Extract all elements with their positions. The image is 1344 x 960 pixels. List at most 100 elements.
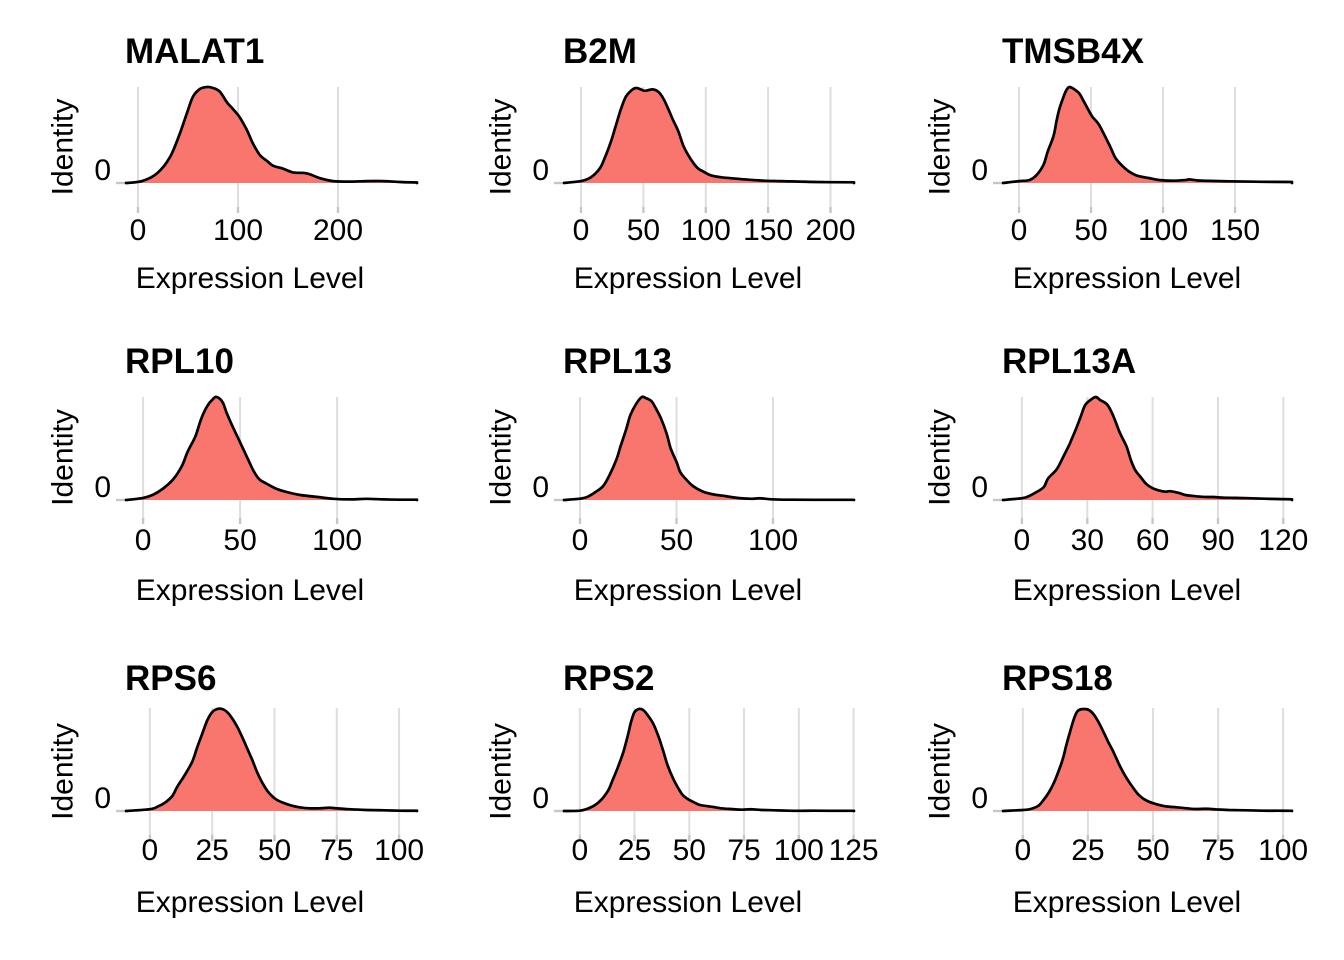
panel-B2M: B2M 0 50 100 150 200 0 Expression Level Identity — [485, 32, 856, 295]
density-area — [564, 87, 854, 183]
x-tick-label: 150 — [1210, 214, 1260, 247]
y-axis-label: Identity — [47, 99, 80, 196]
x-tick-label: 120 — [1258, 524, 1308, 557]
density-outline — [1001, 707, 1294, 813]
x-tick-label: 0 — [1014, 524, 1031, 557]
x-tick-label: 50 — [223, 524, 256, 557]
y-axis-label: Identity — [924, 409, 957, 506]
x-tick-label: 200 — [805, 214, 855, 247]
x-axis-label: Expression Level — [1013, 262, 1241, 295]
x-axis-label: Expression Level — [574, 262, 802, 295]
x-tick-label: 150 — [743, 214, 793, 247]
density-outline — [562, 86, 856, 185]
density-outline — [1001, 85, 1294, 185]
y-tick-label: 0 — [971, 782, 988, 815]
panel-RPS18: RPS18 0 25 50 75 100 0 Expression Level Identity — [924, 659, 1309, 919]
density-area — [126, 708, 417, 811]
x-tick-label: 0 — [572, 524, 589, 557]
x-tick-label: 60 — [1136, 524, 1169, 557]
x-tick-label: 50 — [660, 524, 693, 557]
x-tick-label: 75 — [320, 834, 353, 867]
x-tick-label: 100 — [374, 834, 424, 867]
y-tick-label: 0 — [94, 154, 111, 187]
y-axis-label: Identity — [485, 99, 518, 196]
x-tick-label: 100 — [774, 834, 824, 867]
x-axis-label: Expression Level — [1013, 886, 1241, 919]
x-axis-label: Expression Level — [574, 574, 802, 607]
panel-RPL10: RPL10 0 50 100 0 Expression Level Identity — [47, 342, 419, 607]
x-axis-label: Expression Level — [136, 886, 364, 919]
x-tick-label: 0 — [135, 524, 152, 557]
density-area — [1003, 396, 1292, 500]
density-area — [564, 396, 854, 500]
x-tick-label: 0 — [142, 834, 159, 867]
y-tick-label: 0 — [971, 154, 988, 187]
panel-TMSB4X: TMSB4X 0 50 100 150 0 Expression Level Identity — [924, 32, 1294, 295]
panel-title: RPS2 — [563, 659, 654, 698]
x-tick-label: 25 — [618, 834, 651, 867]
panel-title: MALAT1 — [125, 32, 264, 71]
x-axis-label: Expression Level — [136, 574, 364, 607]
panel-RPS2: RPS2 0 25 50 75 100 125 0 Expression Level Identi… — [485, 659, 879, 919]
x-tick-label: 90 — [1201, 524, 1234, 557]
panel-MALAT1: MALAT1 0 100 200 0 Expression Level Identity — [47, 32, 419, 295]
x-tick-label: 100 — [312, 524, 362, 557]
density-outline — [124, 707, 419, 813]
density-area — [1003, 86, 1292, 183]
x-tick-label: 25 — [196, 834, 229, 867]
x-tick-label: 100 — [1258, 834, 1308, 867]
x-tick-label: 75 — [1201, 834, 1234, 867]
x-tick-label: 50 — [1074, 214, 1107, 247]
panel-title: RPL13 — [563, 342, 672, 381]
x-tick-label: 0 — [1014, 834, 1031, 867]
density-outline — [124, 85, 419, 185]
x-tick-label: 50 — [627, 214, 660, 247]
x-axis-label: Expression Level — [136, 262, 364, 295]
y-tick-label: 0 — [532, 154, 549, 187]
density-outline — [1001, 395, 1294, 502]
panel-title: B2M — [563, 32, 637, 71]
y-axis-label: Identity — [485, 723, 518, 820]
panel-RPL13A: RPL13A 0 30 60 90 120 0 Expression Level Identit… — [924, 342, 1309, 607]
panel-RPS6: RPS6 0 25 50 75 100 0 Expression Level Identity — [47, 659, 425, 919]
y-tick-label: 0 — [94, 471, 111, 504]
density-outline — [562, 707, 856, 813]
y-axis-label: Identity — [924, 99, 957, 196]
x-tick-label: 25 — [1071, 834, 1104, 867]
x-axis-label: Expression Level — [574, 886, 802, 919]
y-axis-label: Identity — [47, 723, 80, 820]
x-axis-label: Expression Level — [1013, 574, 1241, 607]
panel-title: RPS6 — [125, 659, 216, 698]
x-tick-label: 125 — [829, 834, 879, 867]
x-tick-label: 0 — [573, 214, 590, 247]
density-area — [126, 396, 417, 500]
x-tick-label: 50 — [673, 834, 706, 867]
panel-title: RPL13A — [1002, 342, 1136, 381]
x-tick-label: 200 — [313, 214, 363, 247]
density-area — [564, 708, 854, 811]
y-tick-label: 0 — [532, 782, 549, 815]
x-tick-label: 100 — [681, 214, 731, 247]
panel-title: TMSB4X — [1002, 32, 1145, 71]
density-area — [126, 86, 417, 183]
panel-title: RPL10 — [125, 342, 234, 381]
y-axis-label: Identity — [924, 723, 957, 820]
density-outline — [124, 395, 419, 502]
y-axis-label: Identity — [47, 409, 80, 506]
y-tick-label: 0 — [971, 471, 988, 504]
x-tick-label: 100 — [1138, 214, 1188, 247]
x-tick-label: 75 — [727, 834, 760, 867]
x-tick-label: 50 — [258, 834, 291, 867]
y-tick-label: 0 — [94, 782, 111, 815]
y-tick-label: 0 — [532, 471, 549, 504]
density-outline — [562, 395, 856, 502]
panel-title: RPS18 — [1002, 659, 1113, 698]
y-axis-label: Identity — [485, 409, 518, 506]
x-tick-label: 30 — [1071, 524, 1104, 557]
x-tick-label: 0 — [1011, 214, 1028, 247]
x-tick-label: 100 — [213, 214, 263, 247]
x-tick-label: 0 — [571, 834, 588, 867]
x-tick-label: 100 — [748, 524, 798, 557]
density-area — [1003, 709, 1292, 811]
